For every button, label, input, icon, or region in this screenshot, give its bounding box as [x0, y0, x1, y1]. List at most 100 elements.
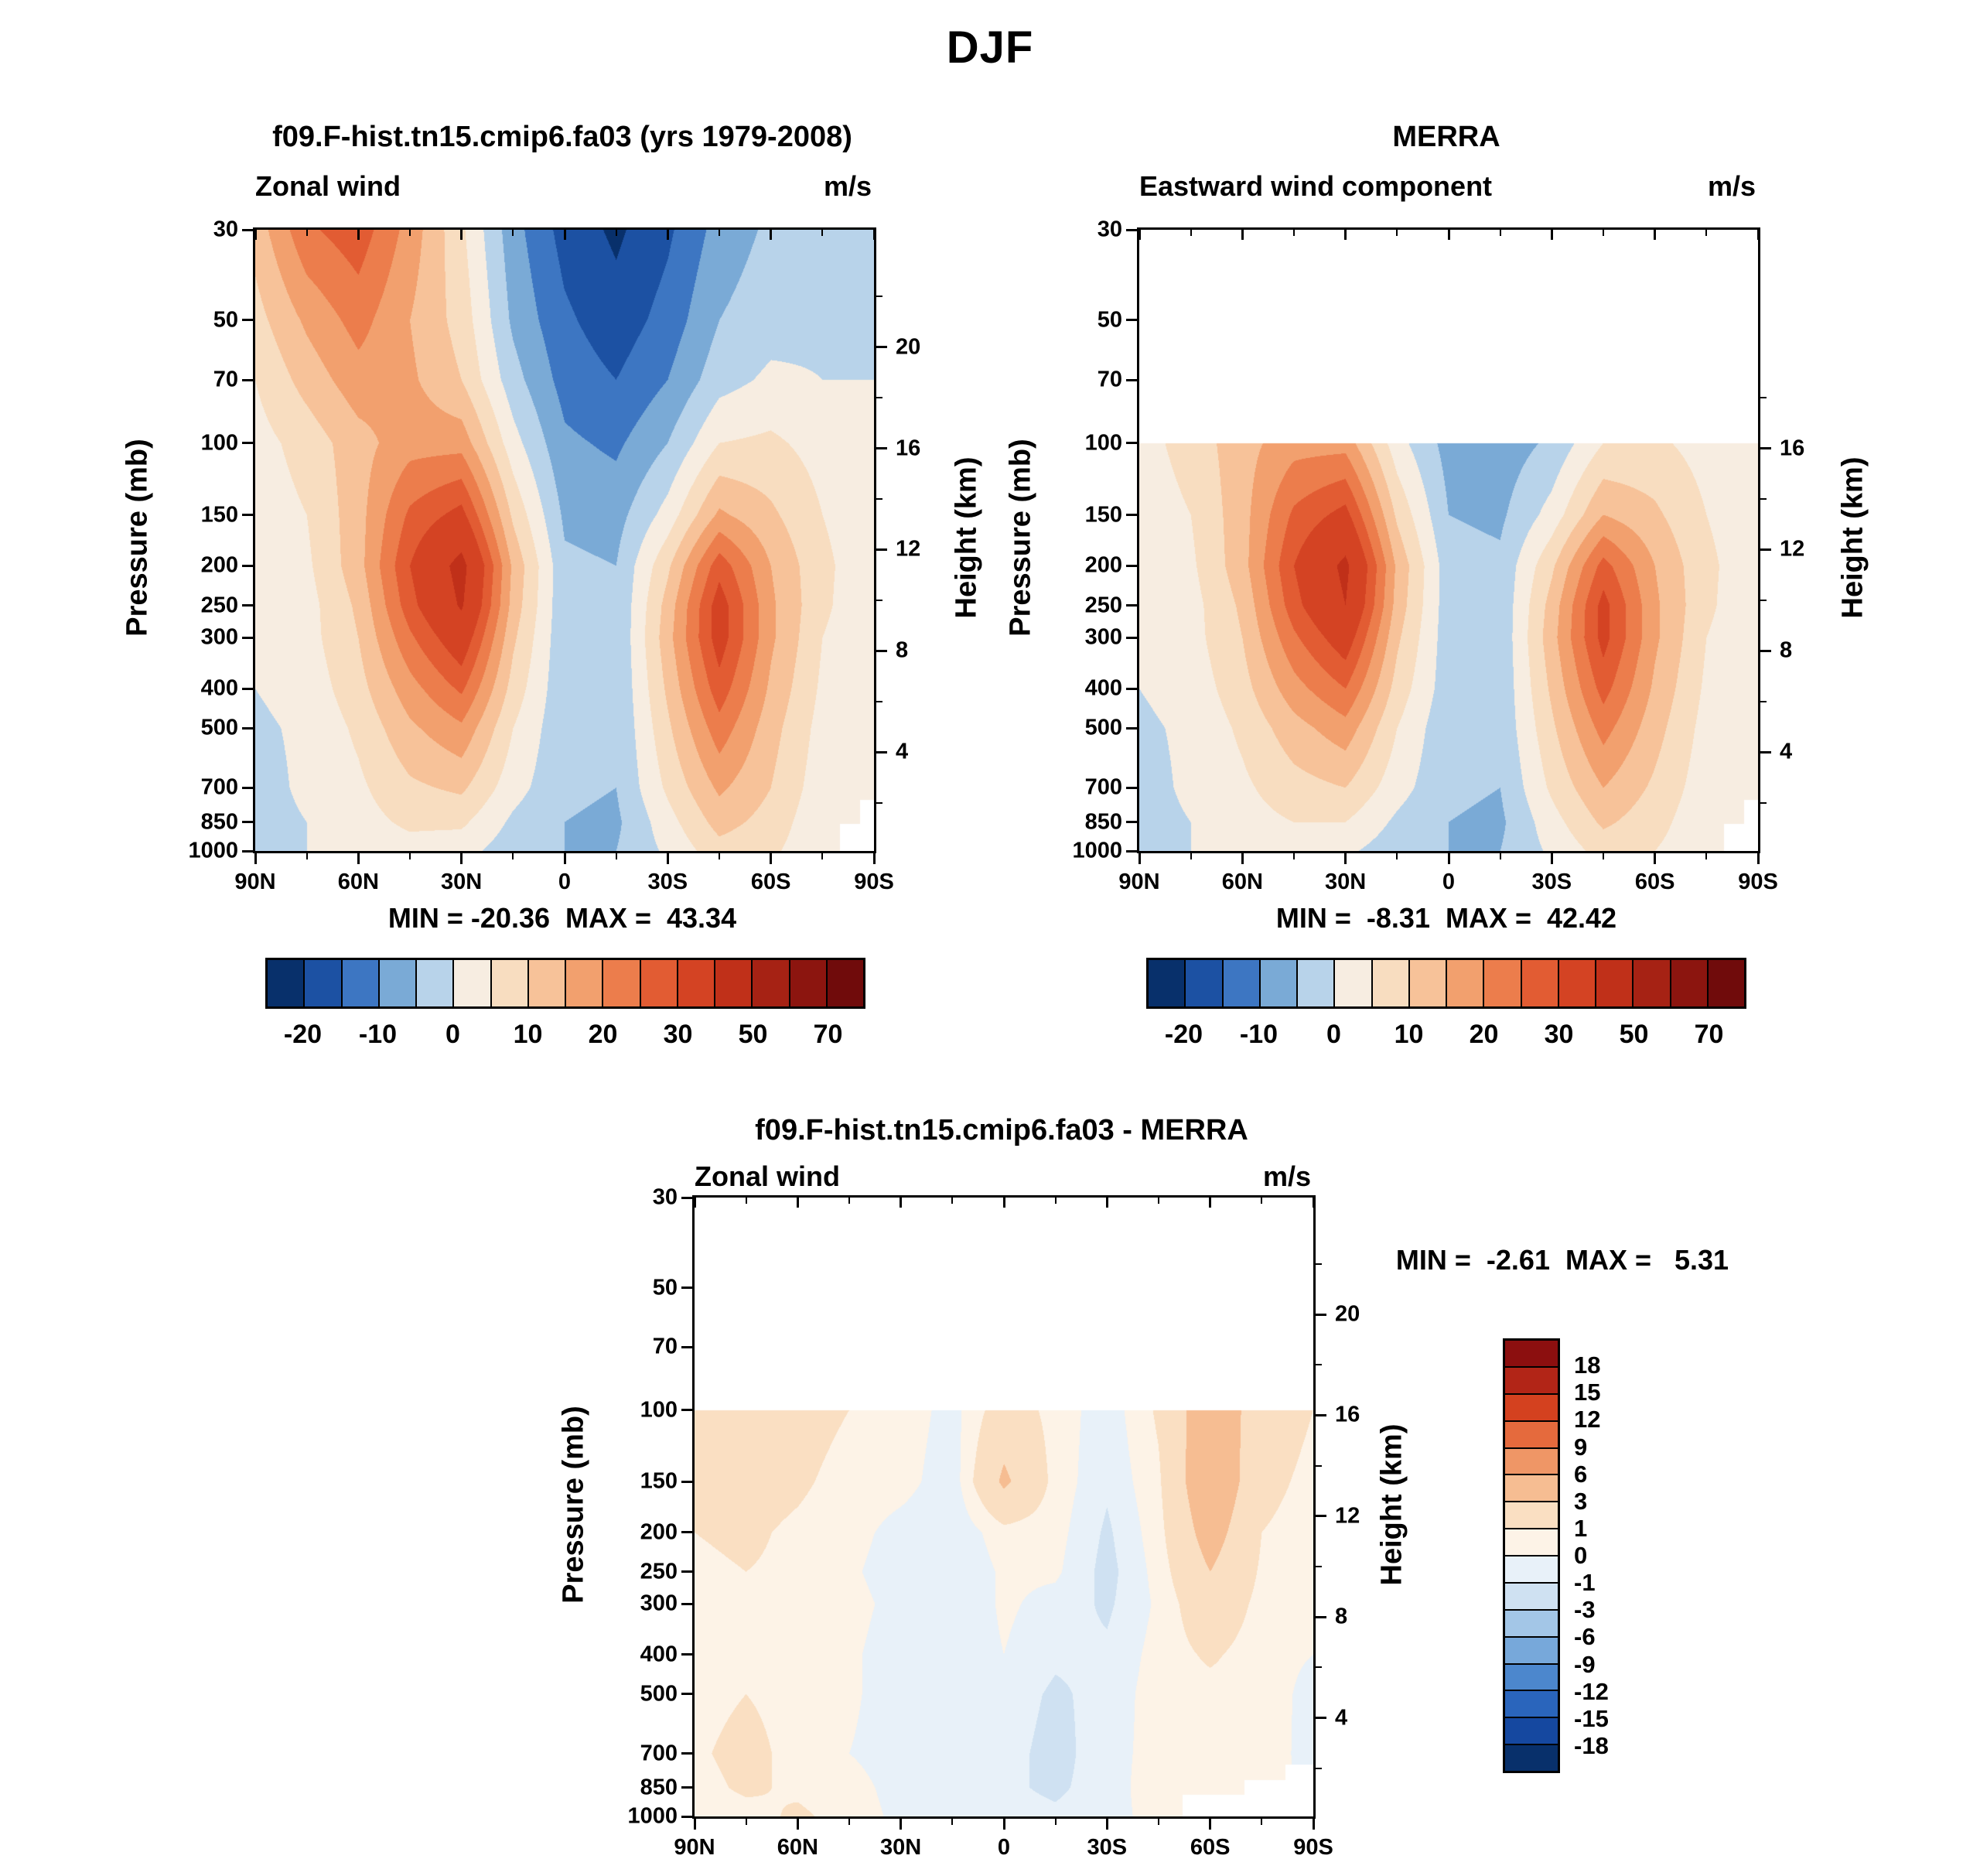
colorbar-tick-label: -15	[1574, 1704, 1609, 1732]
latitude-top-minor-tick-mark	[1499, 230, 1501, 236]
latitude-top-tick-mark	[1241, 230, 1244, 240]
pressure-tick-label: 1000	[188, 838, 238, 863]
latitude-top-tick-mark	[796, 1198, 799, 1208]
pressure-tick-mark	[1126, 849, 1137, 853]
height-minor-tick-mark	[1760, 801, 1767, 804]
colorbar-swatch	[379, 960, 417, 1006]
latitude-tick-mark	[1002, 1819, 1005, 1830]
colorbar-tick-label: 12	[1574, 1406, 1601, 1433]
colorbar-tick-label: 18	[1574, 1351, 1601, 1379]
colorbar-swatch	[1505, 1664, 1558, 1692]
colorbar-tick-label: -9	[1574, 1650, 1596, 1678]
latitude-top-tick-mark	[770, 230, 773, 240]
pressure-tick-mark	[242, 604, 253, 607]
pressure-tick-label: 1000	[627, 1803, 678, 1829]
latitude-tick-label: 90S	[1738, 870, 1778, 894]
colorbar-swatch	[1186, 960, 1224, 1006]
colorbar-swatch	[603, 960, 641, 1006]
latitude-top-minor-tick-mark	[1293, 230, 1295, 236]
latitude-top-minor-tick-mark	[512, 230, 514, 236]
colorbar-swatch	[454, 960, 492, 1006]
colorbar-swatch	[827, 960, 863, 1006]
latitude-minor-tick-mark	[719, 853, 720, 859]
colorbar-swatch	[753, 960, 790, 1006]
colorbar-swatch	[1505, 1367, 1558, 1395]
pressure-tick-mark	[681, 1693, 692, 1696]
latitude-top-minor-tick-mark	[1396, 230, 1398, 236]
height-axis-title: Height (km)	[950, 456, 983, 619]
colorbar-tick-label: 6	[1574, 1460, 1588, 1488]
colorbar-swatch	[1505, 1610, 1558, 1638]
latitude-tick-label: 60S	[1190, 1835, 1231, 1860]
pressure-tick-mark	[1126, 564, 1137, 567]
pressure-axis-title: Pressure (mb)	[121, 439, 154, 637]
latitude-minor-tick-mark	[1158, 1819, 1159, 1825]
height-minor-tick-mark	[876, 397, 882, 399]
pressure-tick-label: 250	[200, 593, 238, 618]
colorbar-swatch	[640, 960, 678, 1006]
latitude-top-minor-tick-mark	[1261, 1198, 1263, 1204]
latitude-top-minor-tick-mark	[821, 230, 824, 236]
pressure-tick-mark	[242, 821, 253, 824]
colorbar-tick-label: 70	[1694, 1020, 1724, 1049]
latitude-top-minor-tick-mark	[615, 230, 617, 236]
height-tick-mark	[1760, 649, 1771, 652]
pressure-tick-label: 50	[1097, 307, 1122, 333]
height-minor-tick-mark	[876, 801, 882, 804]
colorbar-model: -20 -10 0 10 20 30 50 70	[265, 958, 865, 1049]
height-tick-label: 20	[896, 334, 921, 360]
latitude-tick-mark	[770, 853, 773, 864]
height-tick-label: 16	[896, 436, 921, 461]
height-tick-label: 8	[1780, 637, 1793, 663]
pressure-tick-label: 500	[200, 715, 238, 740]
pressure-tick-label: 850	[1084, 809, 1122, 835]
height-tick-mark	[876, 346, 887, 349]
colorbar-swatch	[1505, 1421, 1558, 1449]
pressure-tick-label: 200	[1084, 552, 1122, 578]
latitude-tick-label: 60N	[337, 870, 379, 894]
colorbar-swatch	[1447, 960, 1485, 1006]
latitude-top-minor-tick-mark	[306, 230, 308, 236]
latitude-minor-tick-mark	[1293, 853, 1295, 859]
height-minor-tick-mark	[876, 700, 882, 702]
latitude-minor-tick-mark	[1054, 1819, 1057, 1825]
pressure-tick-label: 200	[640, 1519, 678, 1545]
height-tick-mark	[1760, 447, 1771, 450]
colorbar-swatch	[1505, 1718, 1558, 1746]
colorbar-tick-label: 50	[738, 1020, 768, 1049]
contour-canvas	[1139, 230, 1758, 851]
colorbar-boxes	[265, 958, 865, 1009]
height-minor-tick-mark	[1760, 497, 1767, 500]
latitude-top-tick-mark	[1550, 230, 1553, 240]
pressure-tick-mark	[681, 1287, 692, 1290]
latitude-tick-mark	[1105, 1819, 1108, 1830]
latitude-tick-label: 60N	[777, 1835, 818, 1860]
colorbar-tick-label: 0	[446, 1020, 460, 1049]
pressure-tick-label: 150	[640, 1468, 678, 1494]
latitude-tick-mark	[254, 853, 257, 864]
latitude-tick-label: 30N	[880, 1835, 922, 1860]
latitude-top-minor-tick-mark	[745, 1198, 747, 1204]
pressure-tick-mark	[1126, 786, 1137, 789]
colorbar-swatch	[1708, 960, 1744, 1006]
colorbar-swatch	[1505, 1394, 1558, 1422]
latitude-minor-tick-mark	[821, 853, 824, 859]
height-axis-title: Height (km)	[1836, 456, 1869, 619]
latitude-tick-mark	[357, 853, 360, 864]
colorbar-swatch	[1505, 1556, 1558, 1584]
contour-plot-model: 30 50 70 100 150 200 250 300 400 500 700 850 1000 20 1…	[188, 217, 920, 895]
colorbar-tick-label: 20	[588, 1020, 618, 1049]
pressure-tick-label: 700	[200, 774, 238, 800]
colorbar-tick-label: -12	[1574, 1677, 1609, 1705]
pressure-tick-label: 200	[200, 552, 238, 578]
pressure-tick-mark	[242, 228, 253, 231]
height-minor-tick-mark	[1316, 1767, 1322, 1769]
height-minor-tick-mark	[1316, 1666, 1322, 1669]
pressure-tick-mark	[242, 378, 253, 381]
height-tick-label: 20	[1335, 1301, 1360, 1327]
pressure-tick-mark	[242, 726, 253, 730]
height-tick-mark	[1760, 548, 1771, 551]
pressure-tick-mark	[242, 319, 253, 322]
colorbar-difference: 18 15 12 9 6 3 1 0 -1 -3 -6 -9 -12 -15 -18	[1503, 1338, 1609, 1773]
latitude-tick-label: 0	[558, 870, 572, 894]
